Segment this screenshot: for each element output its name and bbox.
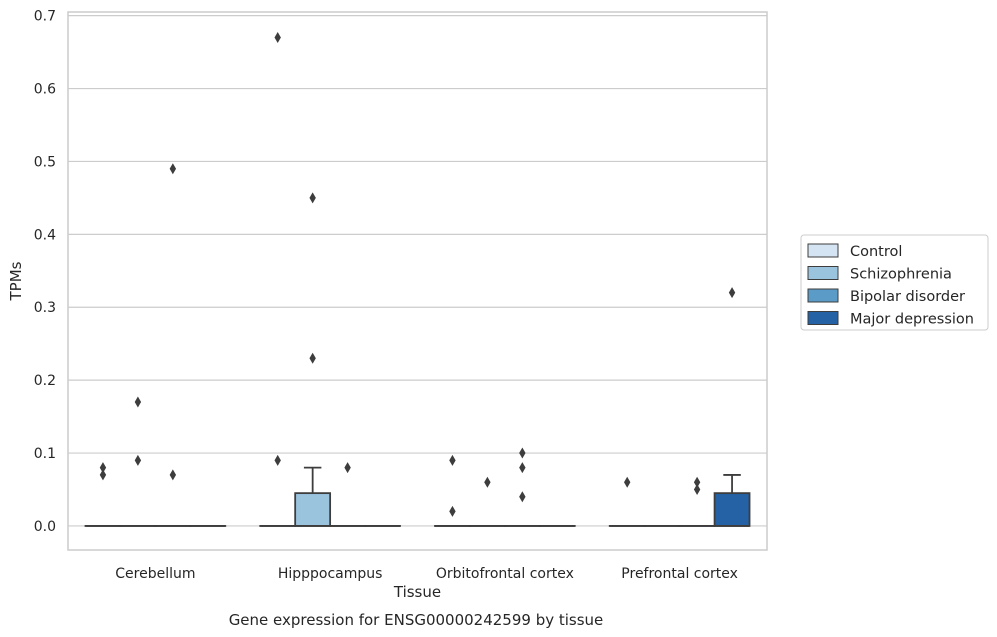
outlier-point: [728, 287, 736, 299]
plot-frame: [67, 11, 768, 551]
y-tick-label: 0.3: [34, 300, 56, 316]
outlier-point: [484, 476, 491, 488]
outlier-point: [693, 476, 701, 488]
legend-swatch: [807, 243, 839, 258]
boxes-layer: [84, 466, 751, 527]
box-schizophrenia: [294, 466, 332, 527]
outlier-point: [134, 454, 142, 466]
outlier-point: [449, 454, 456, 466]
y-tick-label: 0.0: [34, 519, 56, 535]
x-tick-label: Prefrontal cortex: [621, 566, 738, 582]
y-tick-label: 0.1: [34, 446, 56, 462]
y-tick-label: 0.7: [34, 9, 56, 25]
outlier-point: [169, 163, 177, 175]
legend-swatch: [807, 311, 839, 325]
outlier-point: [519, 462, 526, 474]
outlier-point: [99, 462, 107, 474]
x-tick-label: Hipppocampus: [278, 566, 383, 582]
outliers-layer: [99, 32, 736, 517]
y-tick-labels: 0.0 0.1 0.2 0.3 0.4 0.5 0.6 0.7: [34, 9, 56, 535]
outlier-point: [344, 462, 351, 474]
legend-swatch: [807, 288, 839, 303]
outlier-point: [309, 352, 316, 364]
box-major-depression: [713, 474, 751, 527]
legend-label: Control: [850, 244, 902, 260]
outlier-point: [99, 469, 107, 481]
x-axis-label: Tissue: [393, 583, 441, 601]
legend-label: Major depression: [850, 312, 974, 328]
box-body: [294, 492, 332, 527]
legend-label: Bipolar disorder: [850, 289, 965, 305]
x-tick-label: Cerebellum: [115, 566, 195, 582]
outlier-point: [693, 483, 701, 495]
outlier-point: [449, 505, 456, 517]
outlier-point: [274, 454, 281, 466]
outlier-point: [274, 32, 281, 44]
box-body: [713, 492, 751, 527]
outlier-point: [309, 192, 316, 204]
legend-label: Schizophrenia: [850, 267, 952, 283]
y-tick-label: 0.5: [34, 154, 56, 170]
y-tick-label: 0.4: [34, 227, 56, 243]
legend: Control Schizophrenia Bipolar disorder Majo…: [800, 234, 989, 331]
y-tick-label: 0.6: [34, 82, 56, 98]
outlier-point: [134, 396, 142, 408]
y-tick-label: 0.2: [34, 373, 56, 389]
chart-caption: Gene expression for ENSG00000242599 by t…: [229, 611, 604, 629]
x-tick-labels: Cerebellum Hipppocampus Orbitofrontal cort…: [115, 566, 738, 582]
outlier-point: [519, 447, 526, 459]
y-axis-label: TPMs: [7, 261, 25, 301]
outlier-point: [169, 469, 177, 481]
legend-swatch: [807, 266, 839, 280]
x-tick-label: Orbitofrontal cortex: [436, 566, 574, 582]
outlier-point: [519, 491, 526, 503]
outlier-point: [624, 476, 631, 488]
legend-frame: [800, 234, 989, 331]
